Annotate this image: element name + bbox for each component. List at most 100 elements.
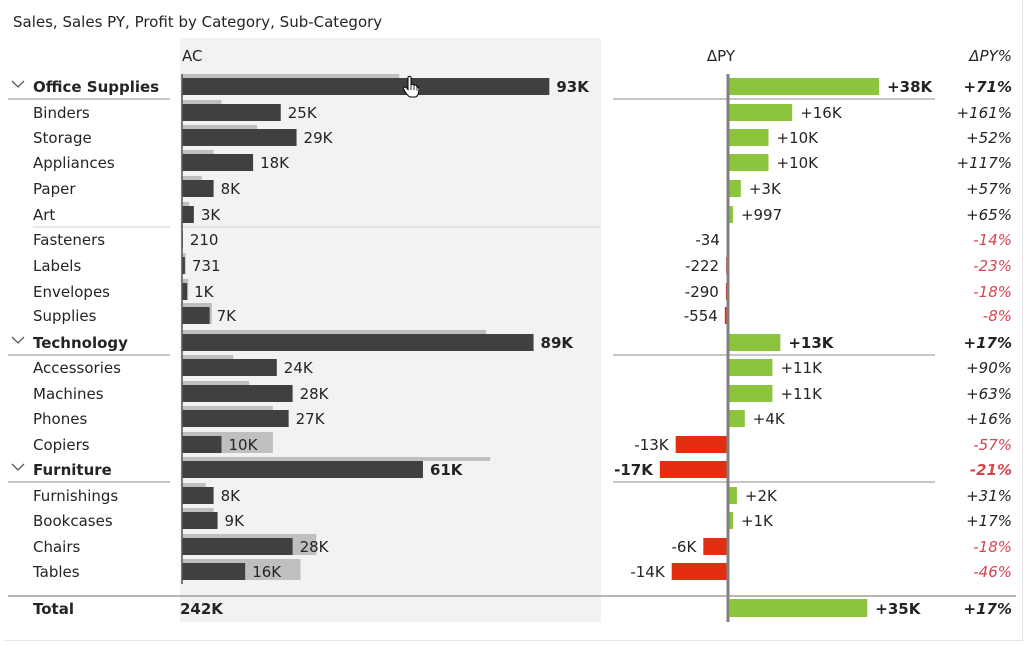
delta-value-label: +2K — [745, 487, 778, 505]
delta-value-label: -554 — [684, 307, 718, 325]
row-label: Bookcases — [33, 512, 113, 530]
delta-percent-label: +161% — [957, 104, 1012, 122]
delta-value-label: -17K — [614, 461, 654, 479]
row-label: Phones — [33, 410, 87, 428]
ac-value-label: 28K — [300, 385, 330, 403]
py-bar — [182, 330, 487, 334]
ac-bar — [182, 307, 210, 324]
ac-value-label: 24K — [284, 359, 314, 377]
row-label: Art — [33, 206, 55, 224]
row-label: Fasteners — [33, 231, 105, 249]
ac-value-label: 210 — [190, 231, 219, 249]
ac-bar — [182, 538, 293, 555]
ac-bar — [182, 334, 534, 351]
row-label: Furniture — [33, 461, 112, 479]
delta-bar — [729, 129, 769, 146]
total-delta-bar — [729, 599, 868, 617]
delta-value-label: +997 — [741, 206, 782, 224]
row-label: Machines — [33, 385, 104, 403]
delta-bar — [703, 538, 727, 555]
delta-percent-label: -21% — [970, 461, 1012, 479]
py-bar — [182, 74, 400, 78]
ac-value-label: 28K — [300, 538, 330, 556]
delta-bar — [729, 410, 745, 427]
delta-bar — [729, 359, 773, 376]
delta-value-label: +1K — [741, 512, 774, 530]
delta-percent-label: +117% — [957, 154, 1012, 172]
delta-bar — [729, 487, 737, 504]
total-delta-percent-label: +17% — [964, 600, 1012, 618]
ac-bar — [182, 436, 222, 453]
ac-bar — [182, 206, 194, 223]
delta-bar — [729, 385, 773, 402]
delta-bar — [729, 206, 733, 223]
ac-value-label: 27K — [296, 410, 326, 428]
delta-value-label: -222 — [685, 257, 719, 275]
ac-value-label: 7K — [217, 307, 238, 325]
chevron-down-icon — [11, 463, 25, 471]
delta-bar — [725, 283, 727, 300]
ac-bar — [182, 104, 281, 121]
ac-value-label: 1K — [194, 283, 215, 301]
delta-percent-label: +17% — [964, 334, 1012, 352]
delta-bar — [659, 461, 727, 478]
row-label: Technology — [33, 334, 128, 352]
delta-value-label: +4K — [753, 410, 786, 428]
delta-percent-label: -57% — [973, 436, 1012, 454]
ac-bar — [182, 154, 254, 171]
hand-cursor-icon — [403, 76, 419, 98]
delta-percent-label: +63% — [966, 385, 1012, 403]
delta-percent-label: -46% — [973, 563, 1012, 581]
ac-value-label: 731 — [192, 257, 221, 275]
delta-value-label: +11K — [780, 385, 823, 403]
ac-bar — [182, 78, 550, 95]
delta-percent-label: +65% — [966, 206, 1012, 224]
dpy-column-header: ΔPY — [707, 47, 736, 65]
delta-percent-label: -18% — [973, 283, 1012, 301]
delta-bar — [724, 307, 727, 324]
ac-value-label: 61K — [430, 461, 464, 479]
delta-value-label: +3K — [749, 180, 782, 198]
delta-bar — [729, 78, 880, 95]
delta-percent-label: -23% — [973, 257, 1012, 275]
delta-bar — [729, 104, 793, 121]
delta-percent-label: +57% — [966, 180, 1012, 198]
row-label: Storage — [33, 129, 92, 147]
ac-value-label: 29K — [304, 129, 334, 147]
delta-percent-label: -14% — [973, 231, 1012, 249]
row-label: Envelopes — [33, 283, 110, 301]
ac-value-label: 89K — [541, 334, 575, 352]
delta-value-label: +38K — [887, 78, 933, 96]
total-label: Total — [33, 600, 74, 618]
row-label: Appliances — [33, 154, 115, 172]
delta-value-label: +11K — [780, 359, 823, 377]
delta-value-label: +13K — [788, 334, 834, 352]
chevron-down-icon — [11, 80, 25, 88]
delta-value-label: -14K — [630, 563, 665, 581]
ac-bar — [182, 410, 289, 427]
delta-value-label: +16K — [800, 104, 843, 122]
delta-percent-label: +52% — [966, 129, 1012, 147]
ac-bar — [182, 257, 185, 274]
ac-value-label: 25K — [288, 104, 318, 122]
delta-percent-label: -18% — [973, 538, 1012, 556]
delta-value-label: -290 — [685, 283, 719, 301]
row-label: Accessories — [33, 359, 121, 377]
ac-value-label: 10K — [229, 436, 259, 454]
ac-value-label: 8K — [221, 180, 242, 198]
row-label: Binders — [33, 104, 90, 122]
total-ac-label: 242K — [180, 600, 224, 618]
delta-value-label: +10K — [777, 154, 820, 172]
delta-bar — [675, 436, 727, 453]
row-label: Chairs — [33, 538, 81, 556]
ac-bar — [182, 512, 218, 529]
delta-bar — [729, 334, 781, 351]
ac-value-label: 8K — [221, 487, 242, 505]
ac-bar — [182, 385, 293, 402]
row-label: Copiers — [33, 436, 90, 454]
delta-value-label: -34 — [695, 231, 720, 249]
delta-value-label: +10K — [777, 129, 820, 147]
delta-value-label: -6K — [672, 538, 698, 556]
ac-value-label: 3K — [201, 206, 222, 224]
